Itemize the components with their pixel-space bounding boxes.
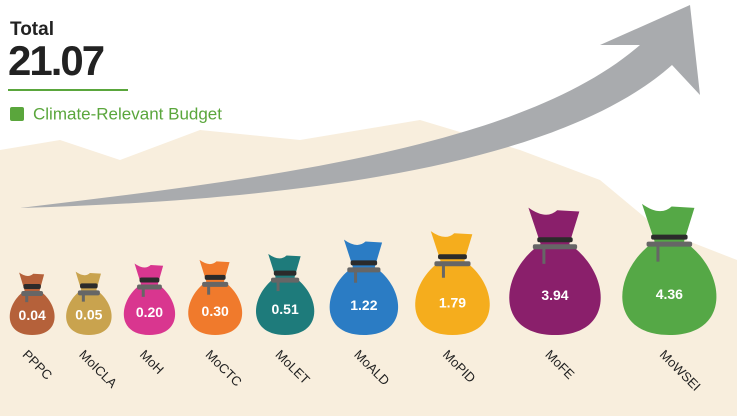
bar [415, 260, 490, 335]
growth-arrow [20, 5, 700, 208]
bar [509, 243, 601, 335]
bag-string [207, 284, 211, 295]
money-bag: 0.20 [123, 263, 176, 335]
bag-string [542, 247, 546, 264]
bag-tie [80, 283, 98, 289]
bag-band [202, 281, 229, 287]
bag-string [276, 280, 280, 292]
bar [9, 290, 55, 335]
value-label: 0.04 [19, 307, 46, 323]
bag-string [441, 264, 445, 278]
money-bag: 4.36 [622, 203, 717, 335]
bag-tie [204, 274, 226, 280]
bag-string [25, 294, 29, 303]
value-label: 3.94 [541, 287, 568, 303]
bag-tie [350, 260, 378, 266]
money-bag: 0.30 [188, 259, 243, 335]
bag-top [641, 203, 695, 245]
bag-band [347, 267, 381, 273]
value-label: 1.22 [350, 297, 377, 313]
legend-label: Climate-Relevant Budget [33, 104, 222, 123]
value-label: 1.79 [439, 294, 466, 310]
value-label: 4.36 [656, 286, 683, 302]
bag-tie [438, 254, 467, 260]
money-bag: 1.79 [415, 231, 490, 335]
bag-string [354, 270, 358, 283]
value-label: 0.05 [75, 307, 102, 323]
bag-tie [139, 277, 160, 283]
bar [66, 289, 112, 335]
total-value: 21.07 [8, 37, 104, 84]
bag-band [137, 284, 162, 290]
bag-band [434, 261, 471, 267]
legend-swatch [10, 107, 24, 121]
bag-band [532, 244, 578, 250]
value-label: 0.51 [271, 301, 298, 317]
bar [123, 283, 176, 335]
bar [255, 276, 315, 335]
bag-band [77, 290, 100, 296]
bag-tie [651, 234, 688, 240]
bag-tie [537, 237, 573, 243]
value-label: 0.20 [136, 304, 163, 320]
total-label: Total [10, 19, 54, 40]
bag-tie [273, 270, 297, 276]
bag-band [646, 241, 693, 247]
bag-string [141, 287, 145, 297]
bar [622, 240, 717, 335]
money-bag: 3.94 [509, 207, 601, 335]
bag-band [21, 291, 44, 297]
bar [329, 266, 399, 335]
money-bag: 0.04 [9, 272, 55, 335]
value-label: 0.30 [202, 303, 229, 319]
bag-string [81, 293, 85, 302]
money-bag: 0.05 [66, 271, 112, 335]
money-bag: 0.51 [255, 253, 315, 335]
money-bag: 1.22 [329, 239, 399, 335]
bag-string [656, 244, 660, 262]
bar [188, 280, 243, 335]
bag-band [271, 277, 300, 283]
bag-tie [23, 284, 41, 290]
